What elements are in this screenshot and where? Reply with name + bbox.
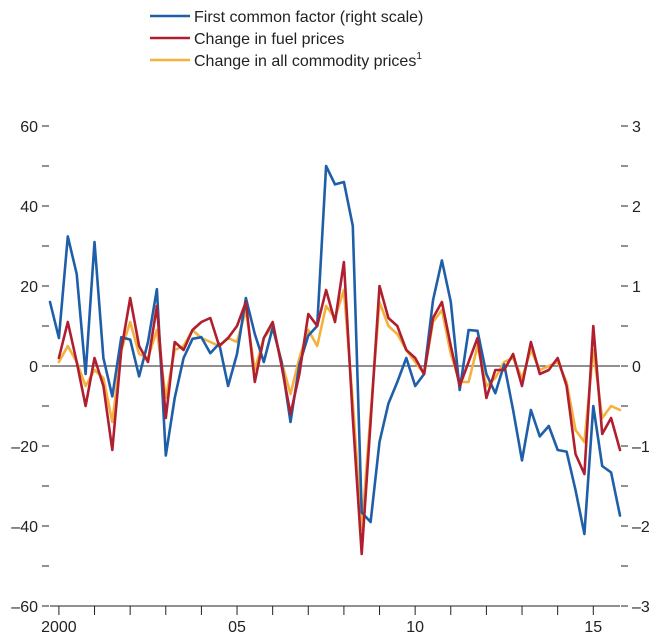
left-axis-tick-label: –20 [11, 439, 38, 456]
series-line-0 [48, 164, 622, 536]
legend-entry-label: First common factor (right scale) [194, 9, 423, 26]
x-axis-tick-label: 15 [584, 619, 602, 636]
x-axis-tick-label: 05 [228, 619, 246, 636]
legend: First common factor (right scale) Change … [150, 9, 423, 70]
axes: –60 –40 –20 0 20 40 60 –3 –2 –1 0 1 2 3 2000 05 10 15 [11, 119, 650, 636]
right-axis-tick-label: –1 [632, 439, 650, 456]
right-axis-tick-label: –3 [632, 599, 650, 616]
left-axis-tick-label: 0 [29, 359, 38, 376]
left-axis-tick-label: –60 [11, 599, 38, 616]
legend-entry-label: Change in all commodity prices1 [194, 51, 422, 70]
x-axis-tick-label: 10 [406, 619, 424, 636]
legend-entry-label: Change in fuel prices [194, 31, 344, 48]
right-axis-tick-label: 0 [632, 359, 641, 376]
left-axis-tick-label: 20 [20, 279, 38, 296]
right-axis-tick-label: 3 [632, 119, 641, 136]
series-line-1 [57, 260, 622, 556]
right-axis-tick-label: 2 [632, 199, 641, 216]
left-axis-tick-label: 60 [20, 119, 38, 136]
right-axis-tick-label: –2 [632, 519, 650, 536]
series-layer [48, 164, 622, 556]
legend-footnote-marker: 1 [416, 51, 422, 62]
x-axis-tick-label: 2000 [41, 619, 77, 636]
right-axis-tick-label: 1 [632, 279, 641, 296]
series-line-2 [57, 288, 622, 532]
left-axis-tick-label: –40 [11, 519, 38, 536]
left-axis-tick-label: 40 [20, 199, 38, 216]
